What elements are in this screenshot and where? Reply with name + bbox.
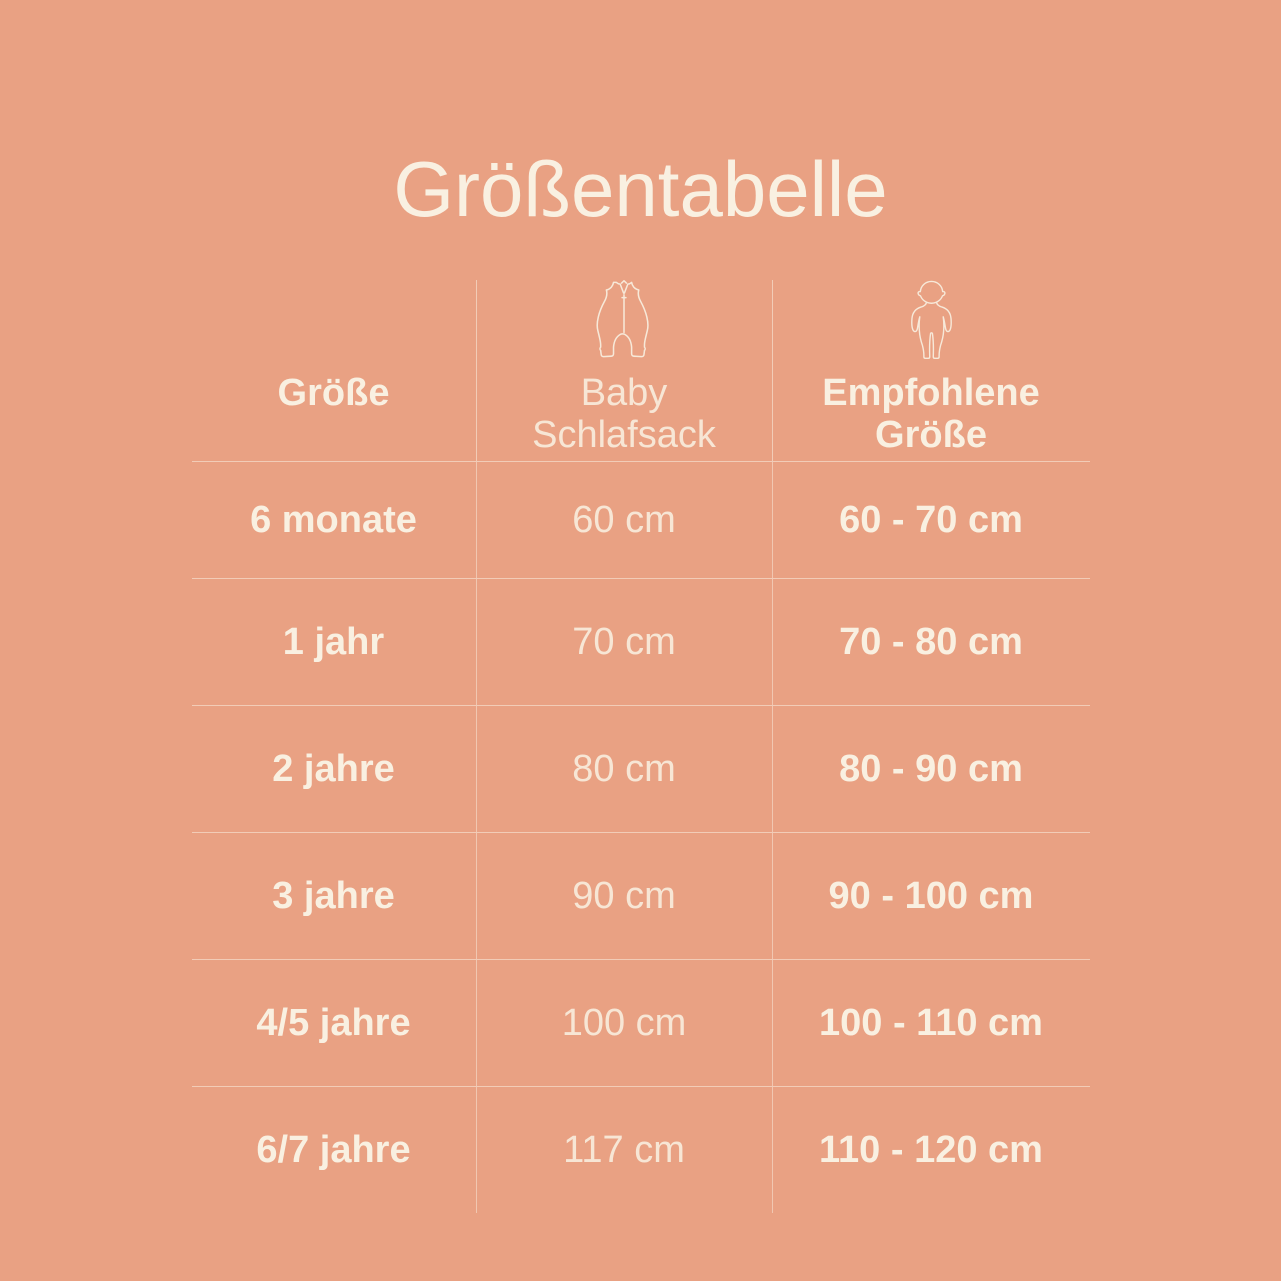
table-row: 1 jahr 70 cm 70 - 80 cm xyxy=(191,578,1090,705)
size-chart-poster: Größentabelle Größe Baby xyxy=(191,145,1090,1213)
recommended-size-cell: 100 - 110 cm xyxy=(819,1001,1043,1044)
table-row: 2 jahre 80 cm 80 - 90 cm xyxy=(191,705,1090,832)
sleepsack-length-cell: 80 cm xyxy=(475,706,773,832)
baby-sleepsack-icon xyxy=(596,280,649,358)
column-header-recommended-label-line1: Empfohlene xyxy=(822,372,1040,414)
header-row: Größe Baby Schlafsack xyxy=(192,280,1090,461)
size-cell: 4/5 jahre xyxy=(256,1001,411,1044)
recommended-size-cell: 60 - 70 cm xyxy=(839,498,1023,541)
recommended-size-cell: 90 - 100 cm xyxy=(828,874,1034,917)
table-row: 3 jahre 90 cm 90 - 100 cm xyxy=(191,832,1090,959)
sleepsack-length-cell: 100 cm xyxy=(475,960,773,1086)
column-header-size: Größe xyxy=(192,280,476,461)
size-cell: 6/7 jahre xyxy=(256,1128,411,1171)
size-cell: 6 monate xyxy=(250,498,417,541)
sleepsack-length-cell: 70 cm xyxy=(475,579,773,705)
size-cell: 1 jahr xyxy=(282,620,385,663)
column-header-sleepsack-label-line2: Schlafsack xyxy=(532,414,716,456)
sleepsack-length-cell: 60 cm xyxy=(475,462,773,578)
sleepsack-length-cell: 117 cm xyxy=(475,1087,773,1213)
column-header-recommended-label-line2: Größe xyxy=(875,414,987,456)
sleepsack-length-cell: 90 cm xyxy=(475,833,773,959)
recommended-size-cell: 110 - 120 cm xyxy=(819,1128,1043,1171)
page-title: Größentabelle xyxy=(393,145,888,233)
size-cell: 3 jahre xyxy=(272,874,395,917)
column-header-recommended: Empfohlene Größe xyxy=(773,280,1090,461)
column-header-sleepsack-label-line1: Baby xyxy=(580,372,668,414)
recommended-size-cell: 70 - 80 cm xyxy=(839,620,1023,663)
size-table: Größe Baby Schlafsack xyxy=(191,280,1090,1213)
baby-icon xyxy=(910,280,952,360)
table-row: 6 monate 60 cm 60 - 70 cm xyxy=(191,461,1090,578)
table-row: 4/5 jahre 100 cm 100 - 110 cm xyxy=(191,959,1090,1086)
column-header-size-label: Größe xyxy=(277,372,390,414)
column-header-sleepsack: Baby Schlafsack xyxy=(475,280,773,461)
recommended-size-cell: 80 - 90 cm xyxy=(839,747,1023,790)
size-cell: 2 jahre xyxy=(272,747,395,790)
table-row: 6/7 jahre 117 cm 110 - 120 cm xyxy=(191,1086,1090,1213)
